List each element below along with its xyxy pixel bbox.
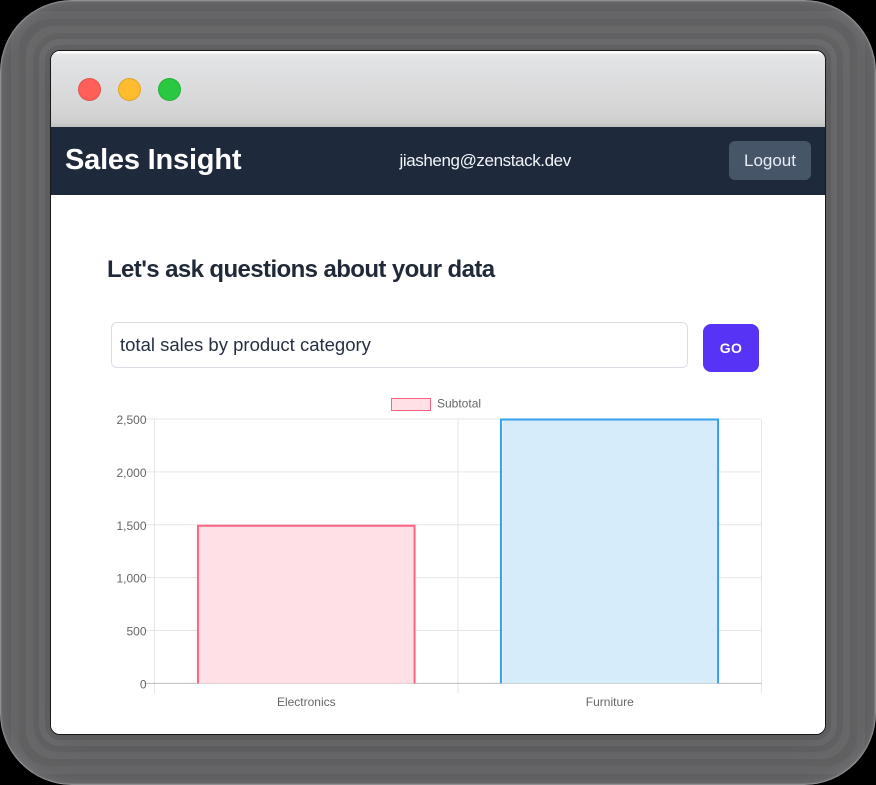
- svg-text:Subtotal: Subtotal: [437, 396, 481, 410]
- svg-text:500: 500: [126, 624, 146, 638]
- svg-text:2,500: 2,500: [116, 413, 146, 427]
- svg-text:Furniture: Furniture: [586, 695, 634, 709]
- svg-text:1,000: 1,000: [116, 571, 146, 585]
- svg-text:Electronics: Electronics: [277, 695, 336, 709]
- svg-text:2,000: 2,000: [116, 465, 146, 479]
- svg-text:1,500: 1,500: [116, 518, 146, 532]
- svg-text:0: 0: [140, 677, 147, 691]
